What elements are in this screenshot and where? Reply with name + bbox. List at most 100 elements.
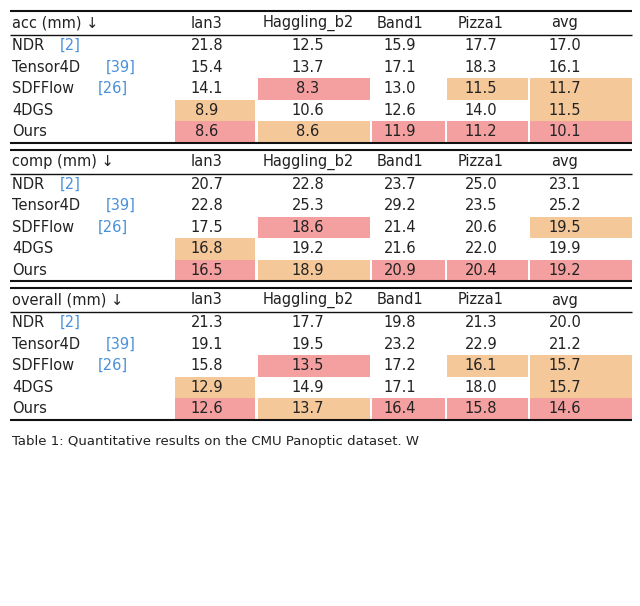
- Text: 10.6: 10.6: [292, 103, 324, 118]
- Text: 4DGS: 4DGS: [12, 241, 53, 256]
- Bar: [447, 398, 528, 419]
- Bar: [447, 78, 528, 99]
- Text: NDR: NDR: [12, 177, 49, 191]
- Text: 21.2: 21.2: [548, 337, 581, 351]
- Text: Ours: Ours: [12, 401, 47, 416]
- Bar: [175, 238, 255, 259]
- Text: 16.4: 16.4: [384, 401, 416, 416]
- Text: 23.7: 23.7: [384, 177, 416, 191]
- Text: 18.9: 18.9: [292, 263, 324, 278]
- Bar: [175, 376, 255, 398]
- Text: 17.7: 17.7: [465, 38, 497, 53]
- Text: 18.6: 18.6: [292, 220, 324, 235]
- Text: 25.0: 25.0: [465, 177, 497, 191]
- Text: Ian3: Ian3: [191, 16, 223, 30]
- Text: Tensor4D: Tensor4D: [12, 337, 84, 351]
- Text: 12.6: 12.6: [191, 401, 223, 416]
- Text: SDFFlow: SDFFlow: [12, 358, 79, 373]
- Text: 19.5: 19.5: [292, 337, 324, 351]
- Text: 17.1: 17.1: [384, 380, 416, 395]
- Bar: [372, 259, 445, 281]
- Text: [39]: [39]: [106, 337, 136, 351]
- Text: Pizza1: Pizza1: [458, 16, 504, 30]
- Bar: [175, 99, 255, 121]
- Text: 13.7: 13.7: [292, 60, 324, 75]
- Bar: [447, 259, 528, 281]
- Text: 13.0: 13.0: [384, 81, 416, 96]
- Text: Ours: Ours: [12, 263, 47, 278]
- Text: 11.5: 11.5: [548, 103, 581, 118]
- Text: 20.6: 20.6: [465, 220, 497, 235]
- Bar: [175, 398, 255, 419]
- Text: 10.1: 10.1: [548, 124, 581, 139]
- Text: 15.4: 15.4: [191, 60, 223, 75]
- Text: 20.0: 20.0: [548, 315, 581, 330]
- Bar: [530, 355, 632, 376]
- Text: 17.0: 17.0: [548, 38, 581, 53]
- Text: comp (mm) ↓: comp (mm) ↓: [12, 154, 114, 169]
- Text: 15.7: 15.7: [548, 358, 581, 373]
- Text: acc (mm) ↓: acc (mm) ↓: [12, 16, 99, 30]
- Text: Haggling_b2: Haggling_b2: [262, 153, 354, 170]
- Text: Haggling_b2: Haggling_b2: [262, 292, 354, 308]
- Text: SDFFlow: SDFFlow: [12, 220, 79, 235]
- Text: 17.7: 17.7: [292, 315, 324, 330]
- Bar: [258, 216, 370, 238]
- Text: [39]: [39]: [106, 198, 136, 213]
- Text: [26]: [26]: [98, 220, 128, 235]
- Text: 12.9: 12.9: [191, 380, 223, 395]
- Text: 25.3: 25.3: [292, 198, 324, 213]
- Text: 17.1: 17.1: [384, 60, 416, 75]
- Bar: [258, 78, 370, 99]
- Text: 15.7: 15.7: [548, 380, 581, 395]
- Text: [39]: [39]: [106, 60, 136, 75]
- Text: 4DGS: 4DGS: [12, 103, 53, 118]
- Text: 20.4: 20.4: [465, 263, 497, 278]
- Text: 11.2: 11.2: [465, 124, 497, 139]
- Text: 14.6: 14.6: [548, 401, 581, 416]
- Text: 21.8: 21.8: [191, 38, 223, 53]
- Text: 19.2: 19.2: [292, 241, 324, 256]
- Text: 23.1: 23.1: [548, 177, 581, 191]
- Text: 19.1: 19.1: [191, 337, 223, 351]
- Text: Ian3: Ian3: [191, 154, 223, 169]
- Text: 17.5: 17.5: [191, 220, 223, 235]
- Text: Haggling_b2: Haggling_b2: [262, 15, 354, 31]
- Bar: [530, 216, 632, 238]
- Text: 17.2: 17.2: [383, 358, 417, 373]
- Text: 14.0: 14.0: [465, 103, 497, 118]
- Text: [2]: [2]: [60, 177, 81, 191]
- Text: 29.2: 29.2: [383, 198, 417, 213]
- Text: 16.5: 16.5: [191, 263, 223, 278]
- Bar: [258, 355, 370, 376]
- Text: 16.8: 16.8: [191, 241, 223, 256]
- Text: 21.3: 21.3: [465, 315, 497, 330]
- Text: Table 1: Quantitative results on the CMU Panoptic dataset. W: Table 1: Quantitative results on the CMU…: [12, 435, 419, 447]
- Text: 8.9: 8.9: [195, 103, 219, 118]
- Text: 22.0: 22.0: [465, 241, 497, 256]
- Text: 21.6: 21.6: [384, 241, 416, 256]
- Text: 19.8: 19.8: [384, 315, 416, 330]
- Bar: [530, 121, 632, 142]
- Text: 4DGS: 4DGS: [12, 380, 53, 395]
- Text: avg: avg: [552, 16, 579, 30]
- Text: [26]: [26]: [98, 358, 128, 373]
- Bar: [258, 259, 370, 281]
- Text: avg: avg: [552, 293, 579, 307]
- Text: Tensor4D: Tensor4D: [12, 60, 84, 75]
- Text: Ours: Ours: [12, 124, 47, 139]
- Text: [26]: [26]: [98, 81, 128, 96]
- Bar: [258, 398, 370, 419]
- Text: Tensor4D: Tensor4D: [12, 198, 84, 213]
- Text: 15.8: 15.8: [465, 401, 497, 416]
- Text: 8.6: 8.6: [296, 124, 319, 139]
- Bar: [372, 121, 445, 142]
- Text: Band1: Band1: [376, 16, 424, 30]
- Bar: [530, 78, 632, 99]
- Bar: [175, 259, 255, 281]
- Text: 13.5: 13.5: [292, 358, 324, 373]
- Text: 23.2: 23.2: [384, 337, 416, 351]
- Text: 20.7: 20.7: [191, 177, 223, 191]
- Text: 11.5: 11.5: [465, 81, 497, 96]
- Text: 15.8: 15.8: [191, 358, 223, 373]
